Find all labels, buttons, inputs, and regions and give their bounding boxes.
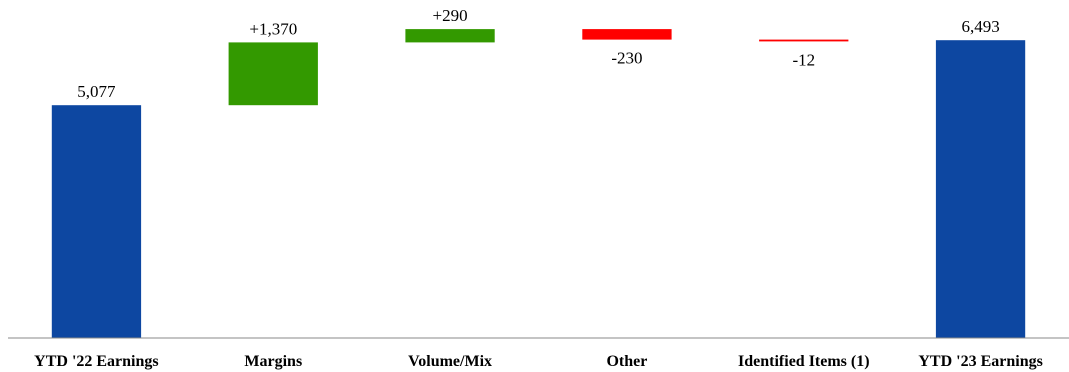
category-label-2: Volume/Mix [408,353,492,370]
category-label-5: YTD '23 Earnings [918,353,1042,370]
bar-3 [582,29,672,40]
value-label-1: +1,370 [249,19,297,38]
value-label-0: 5,077 [77,82,116,101]
bar-0 [51,105,142,338]
bars-group [51,29,1026,338]
value-label-2: +290 [433,6,468,25]
value-label-3: -230 [611,49,642,68]
bar-5 [935,40,1026,338]
category-label-4: Identified Items (1) [738,353,870,370]
category-label-1: Margins [244,353,302,370]
category-labels-group: YTD '22 Earnings Margins Volume/Mix Other Id… [34,353,1043,370]
value-labels-group: 5,077 +1,370 +290 -230 -12 6,493 [77,6,999,101]
category-label-3: Other [606,353,647,370]
category-label-0: YTD '22 Earnings [34,353,158,370]
bar-1 [228,42,318,106]
value-label-5: 6,493 [961,17,999,36]
bar-2 [405,29,495,43]
value-label-4: -12 [792,50,815,69]
bar-4 [759,39,849,42]
